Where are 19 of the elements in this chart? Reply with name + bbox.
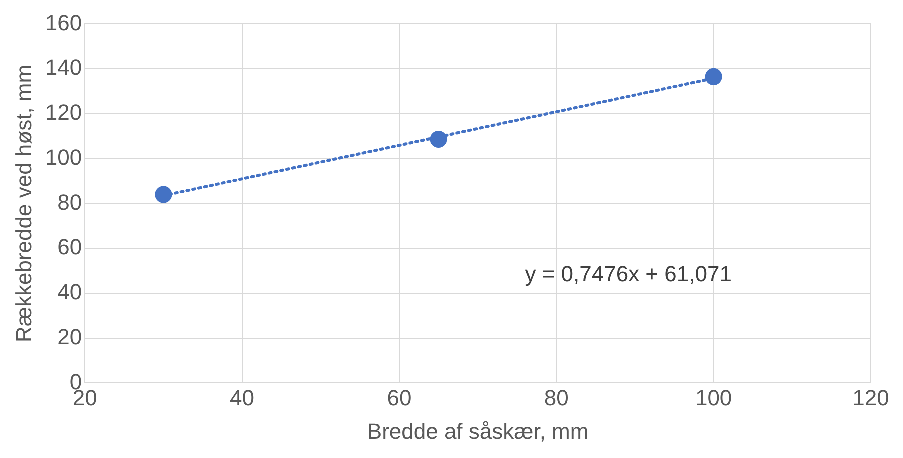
y-tick-label: 20 xyxy=(58,324,82,350)
point xyxy=(155,186,172,204)
x-tick-label: 40 xyxy=(230,385,255,410)
point xyxy=(430,131,448,148)
x-tick-label: 100 xyxy=(695,385,732,410)
y-tick-label: 40 xyxy=(58,280,82,305)
point xyxy=(705,68,722,86)
y-tick-label: 160 xyxy=(45,10,82,36)
y-axis-title: Rækkebredde ved høst, mm xyxy=(11,64,36,342)
x-tick-label: 60 xyxy=(387,385,412,410)
y-tick-label: 140 xyxy=(45,55,82,80)
y-tick-label: 80 xyxy=(58,190,82,215)
annotation: y = 0,7476x + 61,071 xyxy=(525,262,732,287)
y-tick-label: 100 xyxy=(45,144,82,170)
y-tick-label: 120 xyxy=(45,100,82,126)
x-axis-title: Bredde af såskær, mm xyxy=(367,418,589,444)
x-tick-label: 80 xyxy=(544,385,569,410)
y-tick-label: 60 xyxy=(58,234,82,260)
x-tick-label: 120 xyxy=(852,385,890,410)
